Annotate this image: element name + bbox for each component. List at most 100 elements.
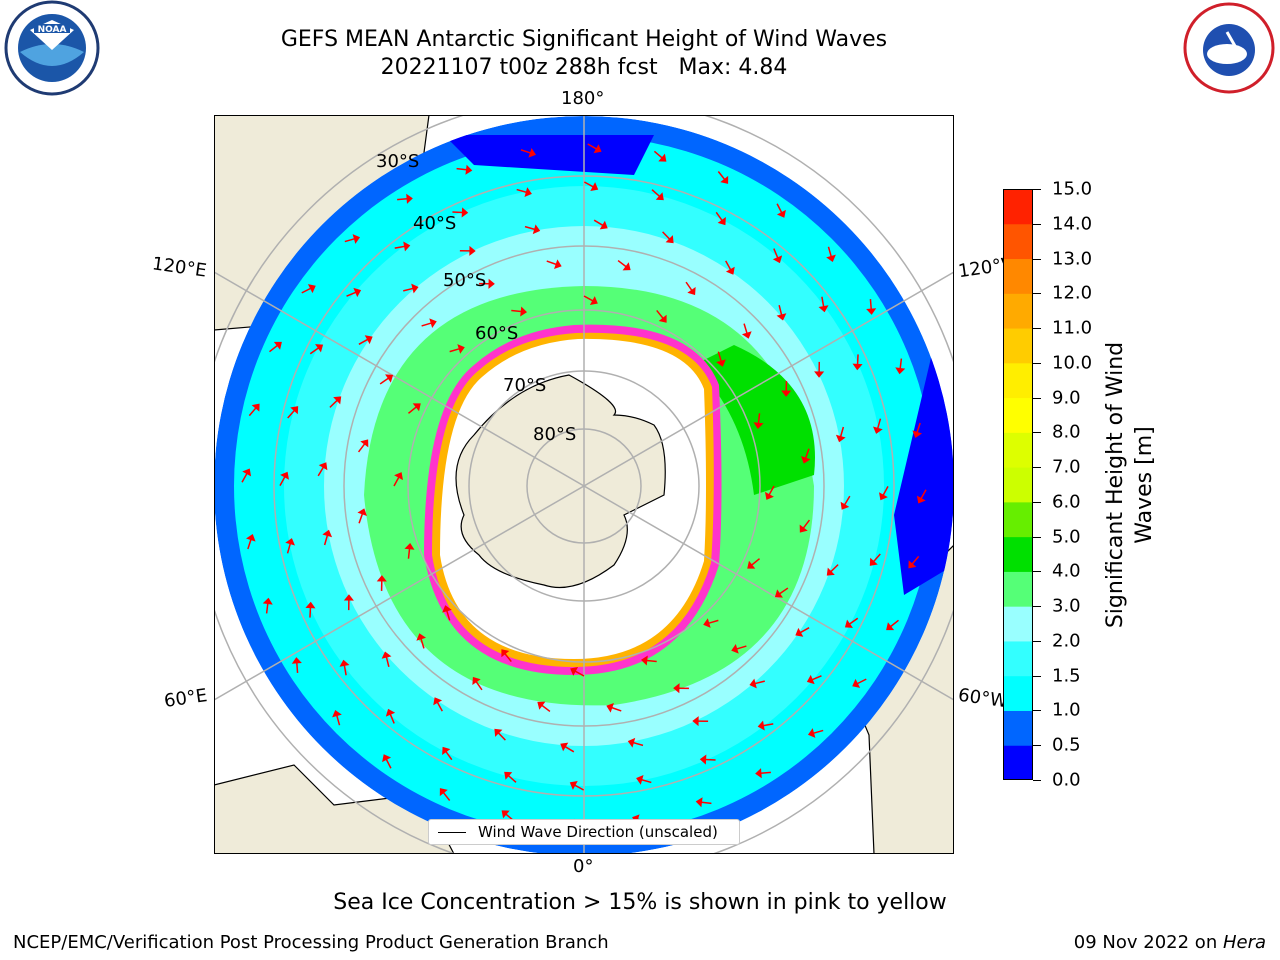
wind-arrow — [715, 211, 723, 221]
wind-arrow — [651, 189, 660, 197]
wind-arrow-head — [741, 331, 752, 339]
wind-arrow — [890, 619, 899, 628]
wind-arrow — [757, 413, 761, 424]
lon-label-lower-left: 60°E — [162, 685, 209, 712]
wind-arrow-head — [343, 594, 354, 601]
wind-arrow — [751, 558, 761, 566]
wind-arrow-head — [755, 768, 762, 779]
wind-arrow — [407, 548, 411, 559]
colorbar-tick-label: 4.0 — [1052, 560, 1081, 582]
wind-arrow-head — [494, 728, 503, 737]
colorbar-tick-label: 7.0 — [1052, 456, 1081, 478]
wind-arrow — [269, 344, 278, 353]
wind-arrow — [877, 418, 882, 429]
wind-arrow — [541, 704, 551, 713]
wind-arrow-head — [655, 192, 664, 201]
wind-arrow — [449, 348, 460, 353]
wind-arrow-head — [886, 622, 895, 631]
wind-arrow-head — [692, 716, 699, 727]
wind-arrow-head — [537, 701, 546, 710]
wind-arrow-head — [866, 308, 877, 315]
wind-arrow-head — [364, 335, 373, 345]
wind-arrow-head — [658, 153, 667, 162]
wind-arrow-head — [501, 649, 510, 658]
wind-arrow-head — [814, 371, 825, 378]
wind-arrow — [452, 211, 463, 214]
wind-arrow-head — [916, 495, 926, 504]
lat-label-70s: 70°S — [503, 375, 547, 396]
wind-arrow-head — [290, 406, 299, 415]
wind-arrow-head — [852, 363, 863, 371]
wind-arrow-head — [749, 678, 757, 689]
wind-arrow — [717, 351, 722, 362]
wind-arrow-head — [285, 538, 295, 546]
colorbar-segment — [1003, 189, 1033, 225]
wind-arrow-head — [382, 754, 392, 763]
wind-arrow-head — [774, 589, 783, 598]
wind-arrow — [736, 645, 747, 650]
footer-host: Hera — [1222, 932, 1266, 953]
wind-arrow-head — [807, 728, 816, 738]
colorbar-tick-label: 14.0 — [1052, 213, 1093, 235]
wind-arrow — [844, 495, 851, 506]
colorbar-label: Significant Height of Wind Waves [m] — [1103, 341, 1157, 629]
wind-arrow-head — [717, 217, 726, 226]
colorbar-tick-label: 15.0 — [1052, 178, 1093, 200]
wind-arrow-head — [385, 374, 394, 383]
wind-arrow — [407, 406, 417, 414]
wind-arrow — [779, 587, 789, 595]
wind-arrow-head — [806, 674, 815, 685]
wind-arrow-head — [716, 359, 726, 367]
wind-arrow-head — [501, 810, 510, 819]
wind-arrow-head — [720, 175, 729, 184]
wind-arrow-head — [457, 344, 465, 354]
wind-arrow — [357, 443, 366, 453]
colorbar-segment — [1003, 675, 1033, 711]
wind-arrow — [583, 295, 594, 302]
wind-arrow-head — [658, 314, 667, 323]
svg-text:NOAA: NOAA — [38, 25, 67, 35]
wind-arrow-head — [772, 255, 783, 264]
colorbar-tick-mark — [1033, 571, 1041, 573]
wind-arrow-head — [524, 187, 532, 197]
wind-arrow-head — [411, 283, 419, 294]
wind-arrow-head — [593, 144, 602, 154]
colorbar-tick-mark — [1033, 293, 1041, 295]
wind-arrow-head — [352, 234, 361, 244]
wind-arrow-head — [381, 651, 392, 659]
colorbar-tick-mark — [1033, 432, 1041, 434]
wind-arrow-head — [665, 235, 674, 244]
wind-arrow-head — [404, 543, 415, 550]
wind-arrow — [873, 553, 881, 562]
wind-arrow — [633, 741, 644, 747]
noaa-logo-icon: NOAA — [0, 0, 104, 100]
wind-arrow-head — [442, 605, 452, 613]
wind-arrow-head — [280, 471, 289, 480]
wind-arrow-head — [251, 403, 260, 412]
lat-label-80s: 80°S — [533, 424, 577, 445]
wind-arrow-head — [699, 754, 707, 765]
wind-arrow — [442, 792, 451, 801]
wind-arrow — [800, 627, 810, 634]
colorbar-tick-label: 6.0 — [1052, 491, 1081, 513]
wind-arrow-head — [488, 278, 495, 289]
wind-arrows — [241, 143, 927, 829]
wind-arrow-head — [795, 627, 804, 637]
wind-arrow — [811, 675, 822, 681]
wind-arrow — [725, 260, 732, 270]
wind-arrow-head — [394, 472, 403, 481]
wind-arrow-head — [560, 742, 569, 752]
wind-arrow — [309, 607, 312, 618]
land-antarctica — [455, 374, 666, 589]
wind-arrow-head — [376, 575, 387, 582]
wind-arrow — [329, 399, 338, 408]
wind-arrow-head — [357, 508, 367, 516]
colorbar-tick-mark — [1033, 397, 1041, 399]
footer-date: 09 Nov 2022 on Hera — [1074, 932, 1266, 953]
wind-arrow — [389, 713, 395, 724]
wind-arrow-head — [599, 220, 608, 230]
wind-arrow — [343, 665, 347, 676]
wind-arrow — [497, 732, 506, 741]
wind-arrow — [920, 489, 927, 499]
